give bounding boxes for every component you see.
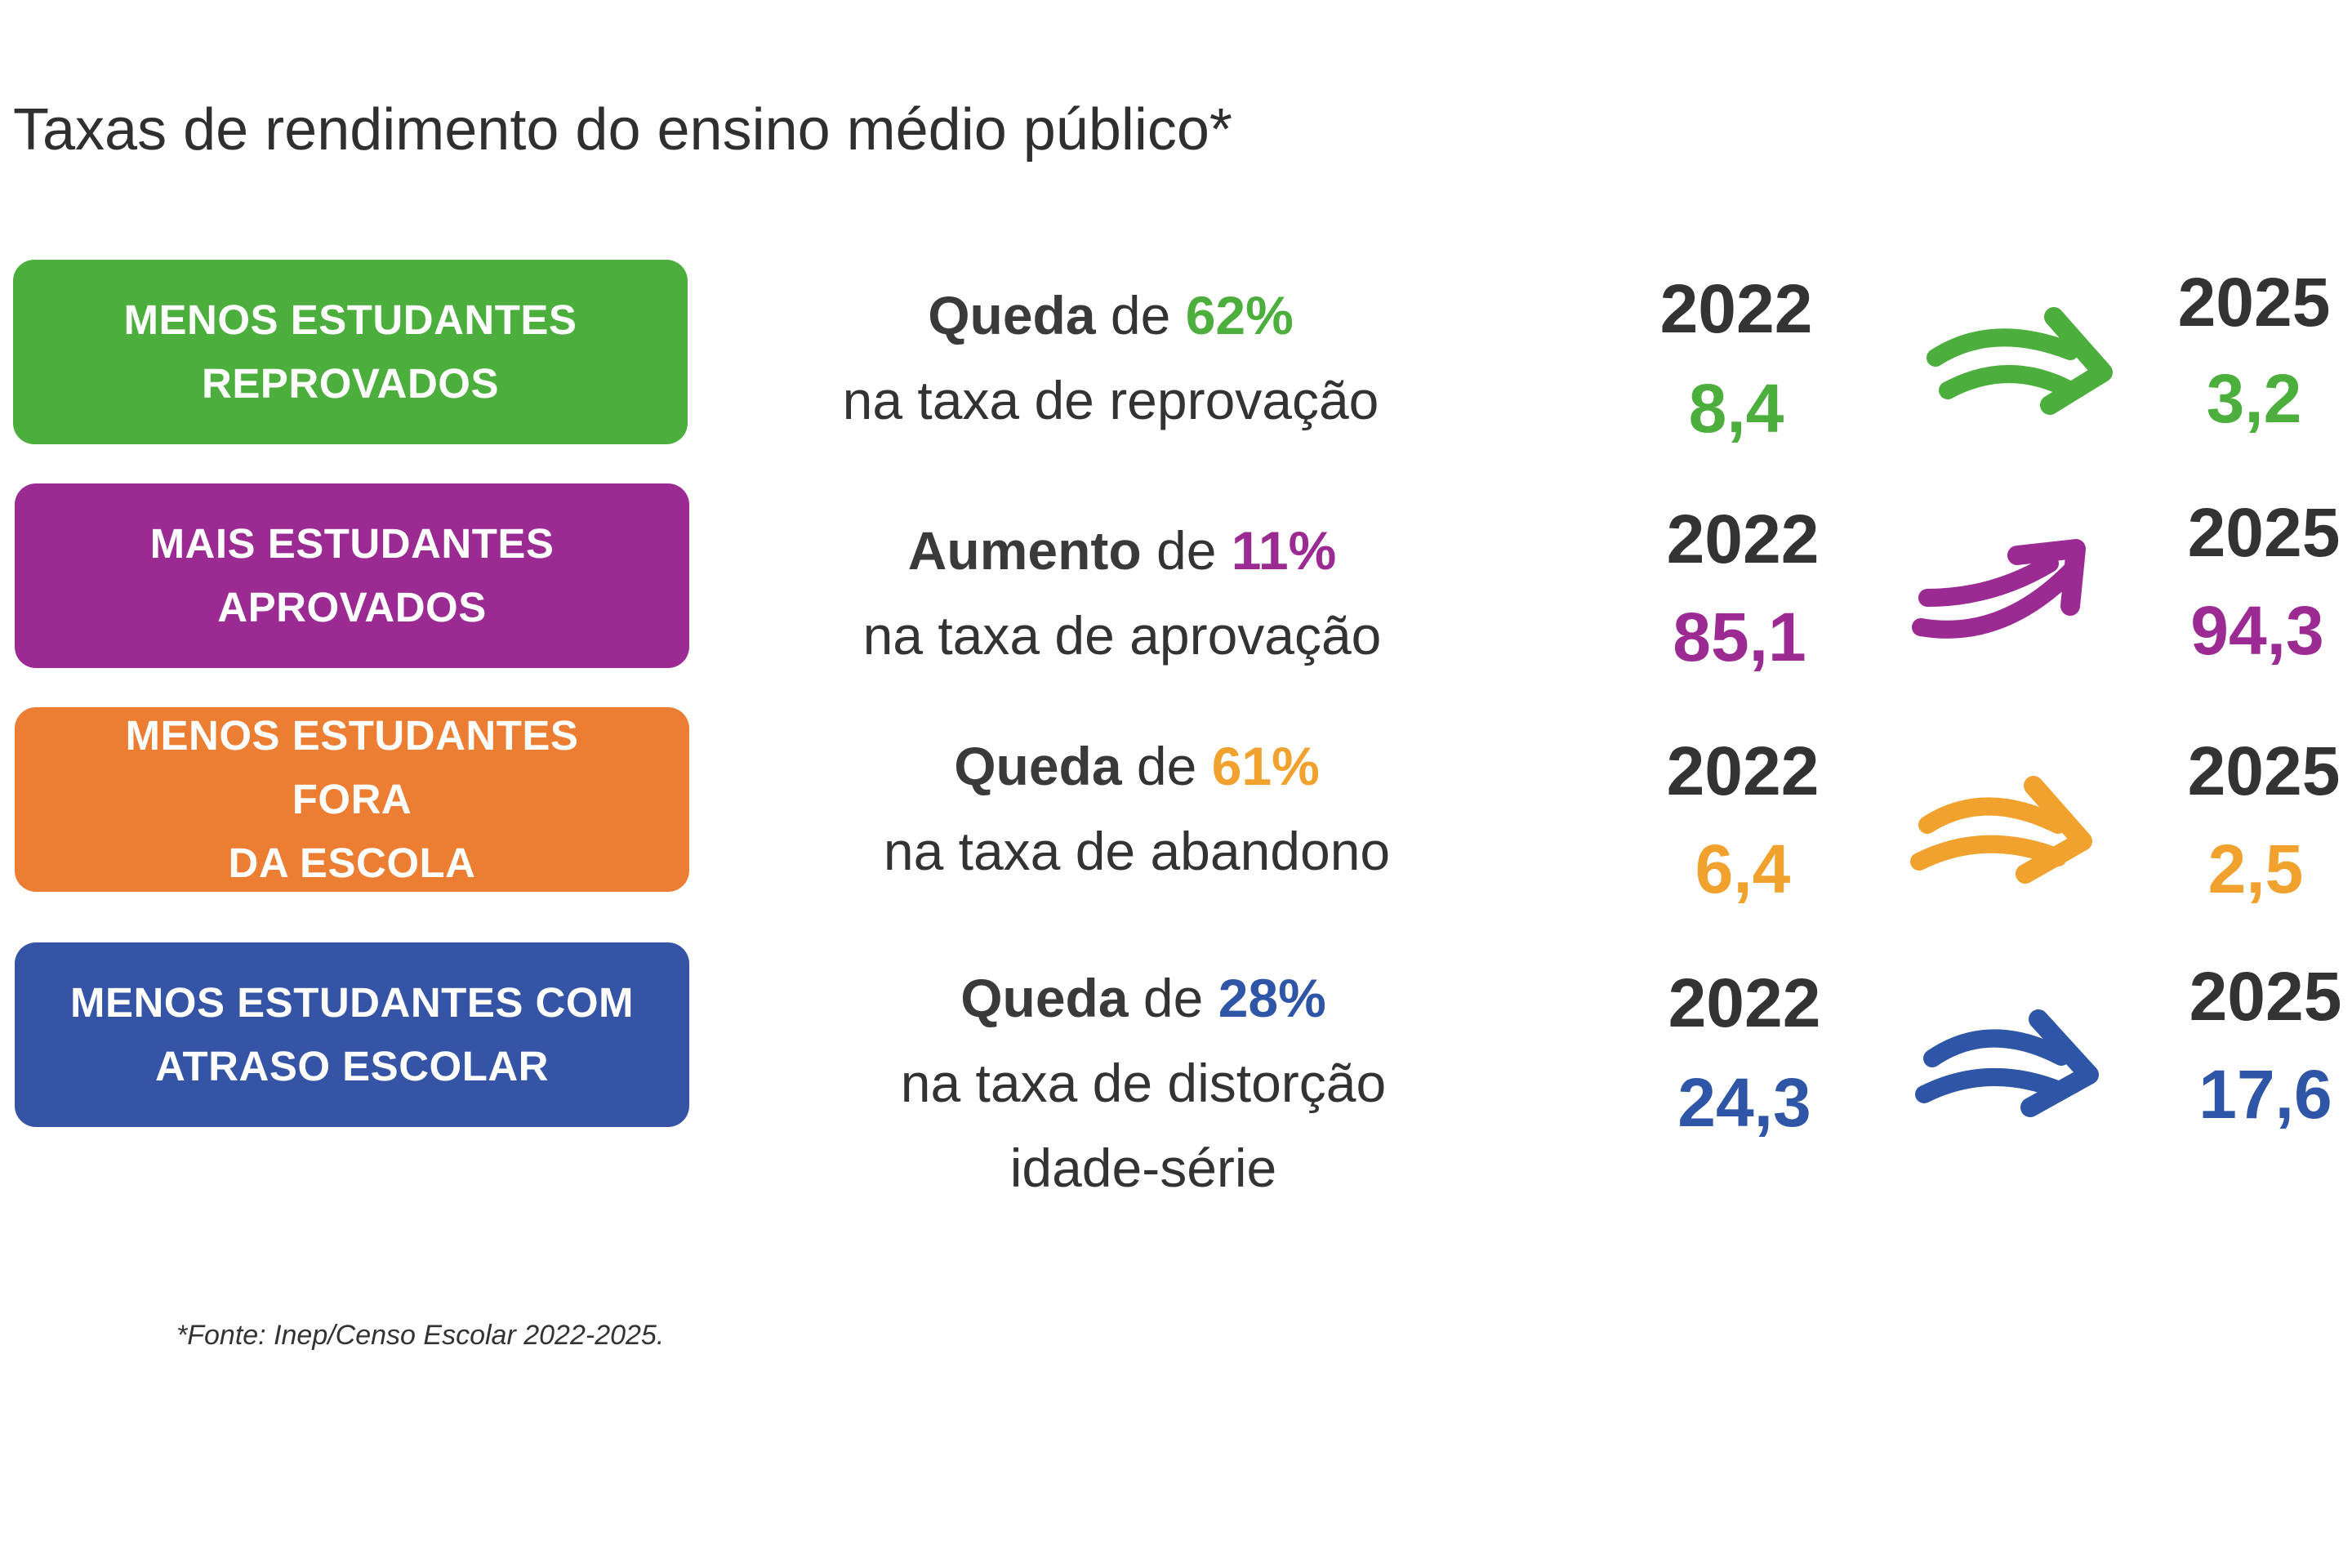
- change-connector: de: [1095, 285, 1186, 345]
- arrow-right-down-icon: [1910, 776, 2092, 884]
- value-to: 3,2: [2206, 360, 2302, 437]
- year-to: 2025: [2187, 494, 2341, 571]
- category-label-line1: MENOS ESTUDANTES: [123, 296, 577, 343]
- change-connector: de: [1128, 968, 1218, 1028]
- rate-description: Aumento de 11% na taxa de aprovação: [779, 508, 1465, 678]
- change-verb: Queda: [954, 736, 1122, 796]
- rate-name-continued: idade-série: [1009, 1138, 1277, 1198]
- page-title: Taxas de rendimento do ensino médio públ…: [13, 97, 1232, 163]
- rate-description: Queda de 62% na taxa de reprovação: [768, 273, 1454, 443]
- year-from: 2022: [1659, 270, 1813, 347]
- value-from: 6,4: [1695, 831, 1791, 907]
- change-verb: Aumento: [907, 520, 1142, 581]
- value-to: 2,5: [2207, 831, 2304, 907]
- change-percent: 61%: [1211, 736, 1320, 796]
- rate-name: na taxa de reprovação: [842, 370, 1379, 430]
- arrow-right-down-icon: [1915, 1009, 2099, 1117]
- rate-description: Queda de 28% na taxa de distorção idade-…: [800, 956, 1486, 1210]
- rate-description: Queda de 61% na taxa de abandono: [794, 724, 1480, 893]
- category-label-line2: REPROVADOS: [202, 360, 499, 407]
- year-from: 2022: [1668, 964, 1821, 1041]
- category-label-line2: DA ESCOLA: [228, 840, 476, 886]
- year-to: 2025: [2177, 264, 2331, 341]
- year-to: 2025: [2187, 733, 2341, 809]
- arrow-up-right-icon: [1912, 539, 2086, 639]
- category-label-line1: MENOS ESTUDANTES COM: [69, 979, 635, 1026]
- change-percent: 62%: [1185, 285, 1294, 345]
- category-label-line1: MENOS ESTUDANTES FORA: [125, 712, 579, 822]
- category-label-line1: MAIS ESTUDANTES: [149, 520, 555, 567]
- category-box-reprovados: MENOS ESTUDANTES REPROVADOS: [13, 260, 688, 444]
- change-percent: 11%: [1231, 520, 1337, 581]
- source-footnote: *Fonte: Inep/Censo Escolar 2022-2025.: [176, 1320, 665, 1351]
- value-to: 94,3: [2190, 592, 2324, 669]
- category-box-aprovados: MAIS ESTUDANTES APROVADOS: [15, 483, 689, 668]
- change-verb: Queda: [928, 285, 1096, 345]
- category-label-line2: ATRASO ESCOLAR: [154, 1043, 550, 1089]
- category-box-atraso-escolar: MENOS ESTUDANTES COM ATRASO ESCOLAR: [15, 942, 689, 1127]
- value-from: 24,3: [1677, 1064, 1811, 1141]
- year-from: 2022: [1666, 501, 1820, 577]
- value-from: 85,1: [1673, 599, 1806, 675]
- rate-name: na taxa de distorção: [900, 1053, 1387, 1113]
- rate-name: na taxa de abandono: [883, 821, 1391, 881]
- year-to: 2025: [2189, 958, 2342, 1035]
- change-connector: de: [1141, 520, 1232, 581]
- change-connector: de: [1121, 736, 1212, 796]
- change-percent: 28%: [1218, 968, 1326, 1028]
- category-label-line2: APROVADOS: [217, 584, 487, 630]
- change-verb: Queda: [960, 968, 1129, 1028]
- rate-name: na taxa de aprovação: [862, 605, 1382, 666]
- value-from: 8,4: [1688, 370, 1784, 447]
- category-box-fora-da-escola: MENOS ESTUDANTES FORA DA ESCOLA: [15, 707, 689, 892]
- value-to: 17,6: [2198, 1056, 2332, 1133]
- arrow-right-down-icon: [1927, 307, 2113, 415]
- year-from: 2022: [1666, 733, 1820, 809]
